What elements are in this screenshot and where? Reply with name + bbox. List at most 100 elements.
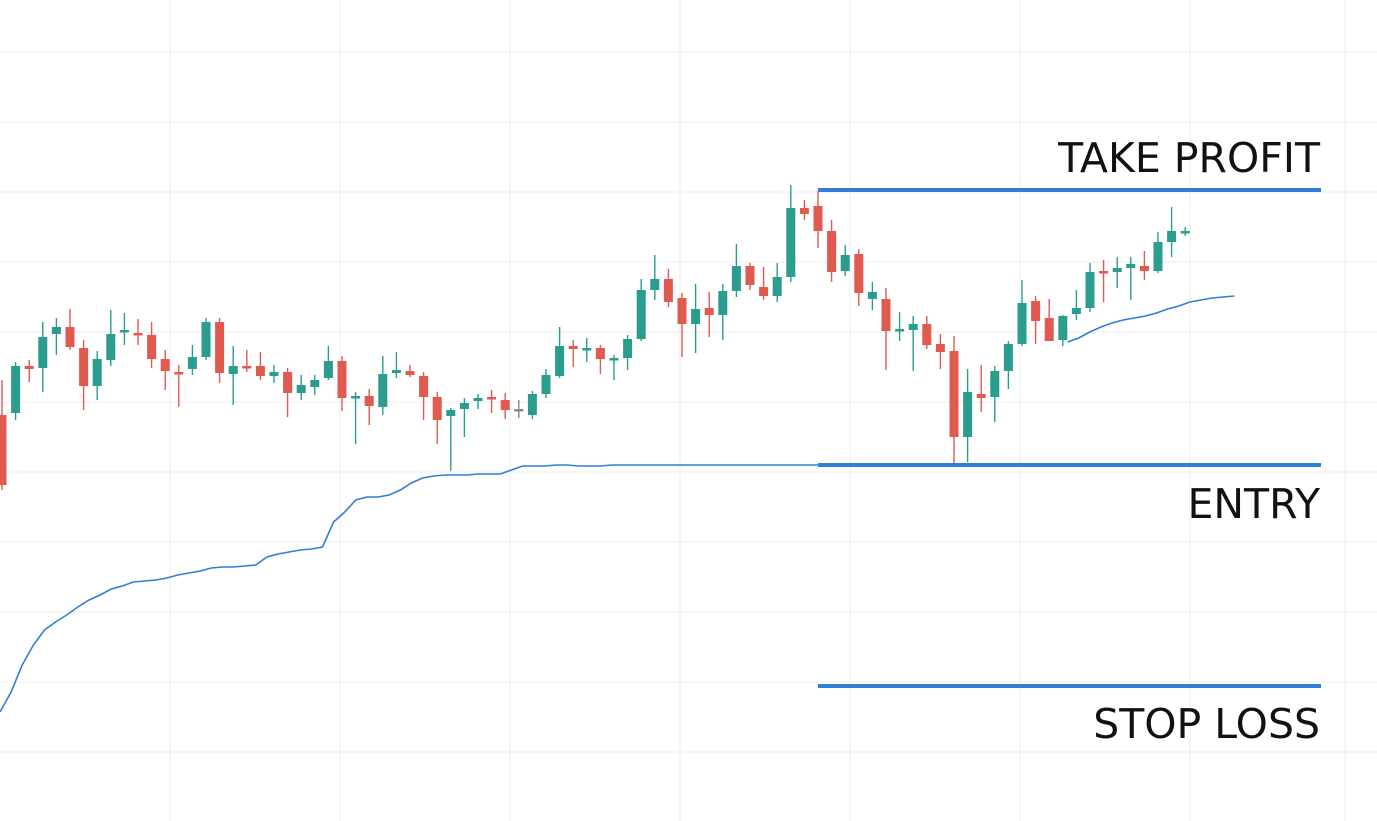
candle — [1167, 207, 1177, 257]
candle — [1017, 280, 1027, 346]
candle — [1153, 232, 1163, 273]
candle — [1099, 260, 1109, 302]
candle-body — [0, 415, 7, 485]
candle — [351, 392, 361, 444]
take-profit-label: TAKE PROFIT — [1057, 134, 1321, 182]
candle — [187, 345, 197, 375]
candle-body — [1044, 318, 1054, 341]
candle-body — [242, 366, 252, 369]
candle-body — [582, 348, 592, 351]
candle — [895, 312, 905, 341]
candle — [854, 249, 864, 306]
candle — [24, 360, 34, 382]
candle-body — [92, 359, 102, 386]
candle-body — [337, 361, 347, 398]
candle — [541, 369, 551, 398]
candle — [323, 346, 333, 380]
candle-body — [759, 287, 769, 296]
candle-body — [187, 357, 197, 369]
candle — [1126, 257, 1136, 300]
candle-body — [269, 372, 279, 376]
candle — [160, 350, 170, 390]
candle — [0, 380, 7, 490]
candle — [623, 335, 633, 370]
candle-body — [704, 308, 714, 315]
candle-body — [854, 254, 864, 293]
candle — [949, 336, 959, 463]
candle — [527, 391, 537, 419]
candle-body — [867, 292, 877, 299]
candle-body — [663, 279, 673, 302]
candle-body — [310, 380, 320, 387]
candle-body — [160, 359, 170, 371]
candle — [269, 365, 279, 383]
candle-body — [799, 208, 809, 214]
candle — [473, 394, 483, 409]
candle — [582, 338, 592, 362]
candle-body — [609, 358, 619, 361]
candle-body — [623, 339, 633, 358]
candle — [38, 322, 48, 392]
candle-body — [595, 348, 605, 359]
candle-body — [65, 327, 75, 347]
candle-body — [24, 366, 34, 369]
candle — [228, 346, 238, 405]
candle — [1180, 227, 1190, 236]
candle-body — [1139, 266, 1149, 271]
candle — [147, 322, 157, 368]
candle-body — [650, 279, 660, 290]
candle-body — [922, 324, 932, 345]
candle-body — [215, 322, 225, 373]
candle-body — [813, 206, 823, 231]
candle-body — [745, 266, 755, 285]
candle-body — [1071, 308, 1081, 314]
candle — [106, 310, 116, 366]
candle-body — [1003, 344, 1013, 371]
candle-body — [568, 346, 578, 349]
candle — [65, 309, 75, 350]
candle — [718, 284, 728, 340]
candle — [636, 279, 646, 341]
candle-body — [174, 372, 184, 375]
candle — [133, 319, 143, 345]
candle — [908, 316, 918, 371]
candle-body — [378, 374, 388, 407]
candle — [1003, 341, 1013, 389]
trend-lines — [0, 295, 1235, 713]
candle-body — [1017, 303, 1027, 344]
candle — [595, 345, 605, 374]
candle — [840, 245, 850, 276]
entry-label: ENTRY — [1187, 480, 1320, 528]
candle-body — [990, 371, 1000, 397]
candle-body — [283, 372, 293, 393]
candle-body — [1058, 316, 1068, 340]
candle — [881, 288, 891, 370]
candles-group — [0, 185, 1190, 490]
candle — [459, 398, 469, 437]
candle-body — [514, 409, 524, 412]
candle — [704, 292, 714, 337]
candle-body — [1126, 264, 1136, 268]
candle — [419, 372, 429, 420]
candle-body — [405, 371, 415, 375]
candle — [405, 365, 415, 377]
candle-body — [1167, 231, 1177, 242]
candle-body — [691, 309, 701, 324]
candle-body — [391, 370, 401, 373]
candle — [432, 392, 442, 444]
candle — [827, 220, 837, 282]
candle-body — [541, 375, 551, 394]
candle — [990, 366, 1000, 422]
candle — [663, 269, 673, 307]
candle — [786, 185, 796, 282]
candle — [799, 200, 809, 220]
candle-body — [772, 277, 782, 296]
candle — [691, 284, 701, 353]
candle — [813, 191, 823, 248]
candle — [51, 318, 61, 355]
candle-body — [636, 290, 646, 339]
candle — [677, 293, 687, 357]
candle-body — [718, 291, 728, 315]
